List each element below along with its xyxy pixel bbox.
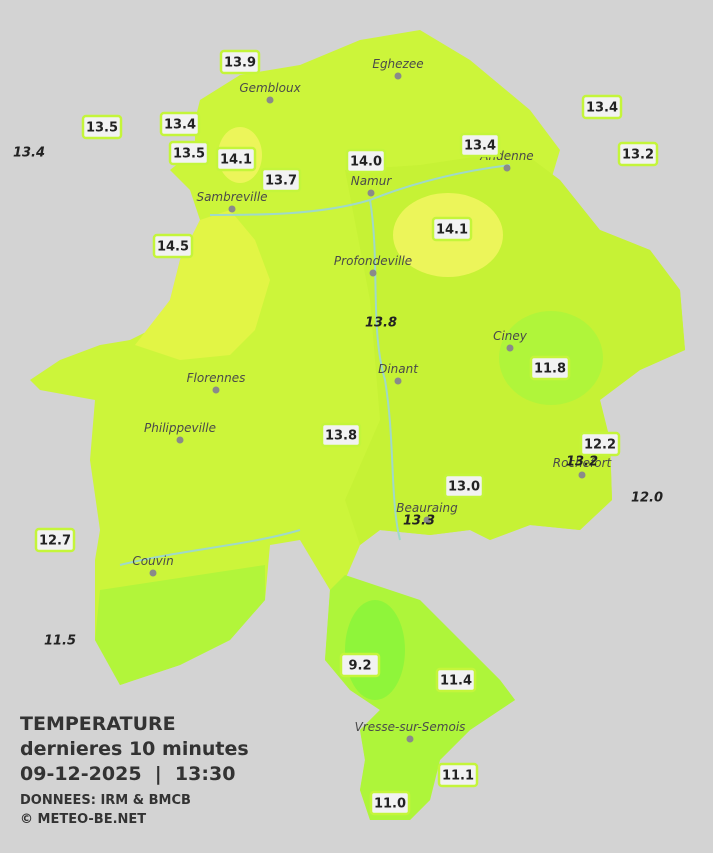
source: DONNEES: IRM & BMCB — [20, 793, 191, 808]
station-box — [435, 667, 477, 693]
city-dot — [212, 386, 220, 394]
station-label: 14.1 — [220, 153, 252, 168]
city-name: Eghezee — [372, 57, 423, 71]
zone-cold — [345, 600, 405, 700]
station-box — [431, 216, 473, 242]
city-name: Beauraing — [396, 501, 458, 515]
station-box — [437, 762, 479, 788]
station-box — [152, 233, 194, 259]
station-label: 13.3 — [403, 514, 435, 529]
station-label: 14.1 — [436, 223, 468, 238]
station-box — [339, 652, 381, 678]
station-label: 13.2 — [622, 148, 654, 163]
datetime: 09-12-2025 | 13:30 — [20, 763, 235, 785]
station-label: 13.8 — [365, 316, 397, 331]
station-box — [260, 167, 302, 193]
station-box — [159, 111, 201, 137]
copyright: © METEO-BE.NET — [20, 812, 146, 827]
city-name: Sambreville — [196, 190, 267, 204]
station-box — [579, 431, 621, 457]
city-dot — [367, 189, 375, 197]
station-label: 13.4 — [164, 118, 196, 133]
station-label: 13.4 — [464, 139, 496, 154]
title: TEMPERATURE — [20, 713, 176, 735]
station-box — [459, 132, 501, 158]
city-name: Dinant — [378, 362, 419, 376]
city-name: Vresse-sur-Semois — [355, 720, 466, 734]
station-label: 11.4 — [440, 674, 472, 689]
station-label: 14.5 — [157, 240, 189, 255]
city-dot — [406, 735, 414, 743]
station-label: 13.4 — [13, 146, 45, 161]
city-dot — [149, 569, 157, 577]
station-label: 12.2 — [584, 438, 616, 453]
station-box — [443, 473, 485, 499]
city-dot — [506, 344, 514, 352]
city-dot — [266, 96, 274, 104]
station-box — [215, 146, 257, 172]
station-box — [345, 148, 387, 174]
city-name: Namur — [351, 174, 393, 188]
zone-south — [95, 565, 265, 685]
station-box — [320, 422, 362, 448]
city-dot — [578, 471, 586, 479]
station-label: 11.8 — [534, 362, 566, 377]
city-dot — [503, 164, 511, 172]
station-label: 9.2 — [348, 659, 371, 674]
station-label: 11.5 — [44, 634, 76, 649]
city-dot — [176, 436, 184, 444]
city-name: Couvin — [132, 554, 173, 568]
city-name: Gembloux — [239, 81, 301, 95]
city-dot — [369, 269, 377, 277]
station-box — [617, 141, 659, 167]
station-label: 12.0 — [631, 491, 663, 506]
city-name: Rochefort — [553, 456, 613, 470]
city-dot — [394, 72, 402, 80]
city-name: Profondeville — [334, 254, 412, 268]
station-box — [34, 527, 76, 553]
station-box — [168, 140, 210, 166]
city-name: Florennes — [187, 371, 246, 385]
zone-warm-west — [135, 210, 270, 360]
station-label: 13.0 — [448, 480, 480, 495]
station-label: 14.0 — [350, 155, 382, 170]
station-label: 12.7 — [39, 534, 71, 549]
station-label: 13.5 — [173, 147, 205, 162]
subtitle: dernieres 10 minutes — [20, 738, 249, 760]
station-box — [581, 94, 623, 120]
station-label: 11.0 — [374, 797, 406, 812]
station-box — [81, 114, 123, 140]
station-label: 13.8 — [325, 429, 357, 444]
station-label: 13.9 — [224, 56, 256, 71]
station-label: 13.2 — [566, 455, 598, 470]
station-label: 13.7 — [265, 174, 297, 189]
city-name: Ciney — [493, 329, 528, 343]
station-box — [529, 355, 571, 381]
city-dot — [423, 516, 431, 524]
city-name: Philippeville — [144, 421, 216, 435]
station-box — [369, 790, 411, 816]
station-label: 11.1 — [442, 769, 474, 784]
station-box — [219, 49, 261, 75]
river — [119, 164, 511, 566]
station-label: 13.5 — [86, 121, 118, 136]
station-label: 13.4 — [586, 101, 618, 116]
city-dot — [394, 377, 402, 385]
city-dot — [228, 205, 236, 213]
